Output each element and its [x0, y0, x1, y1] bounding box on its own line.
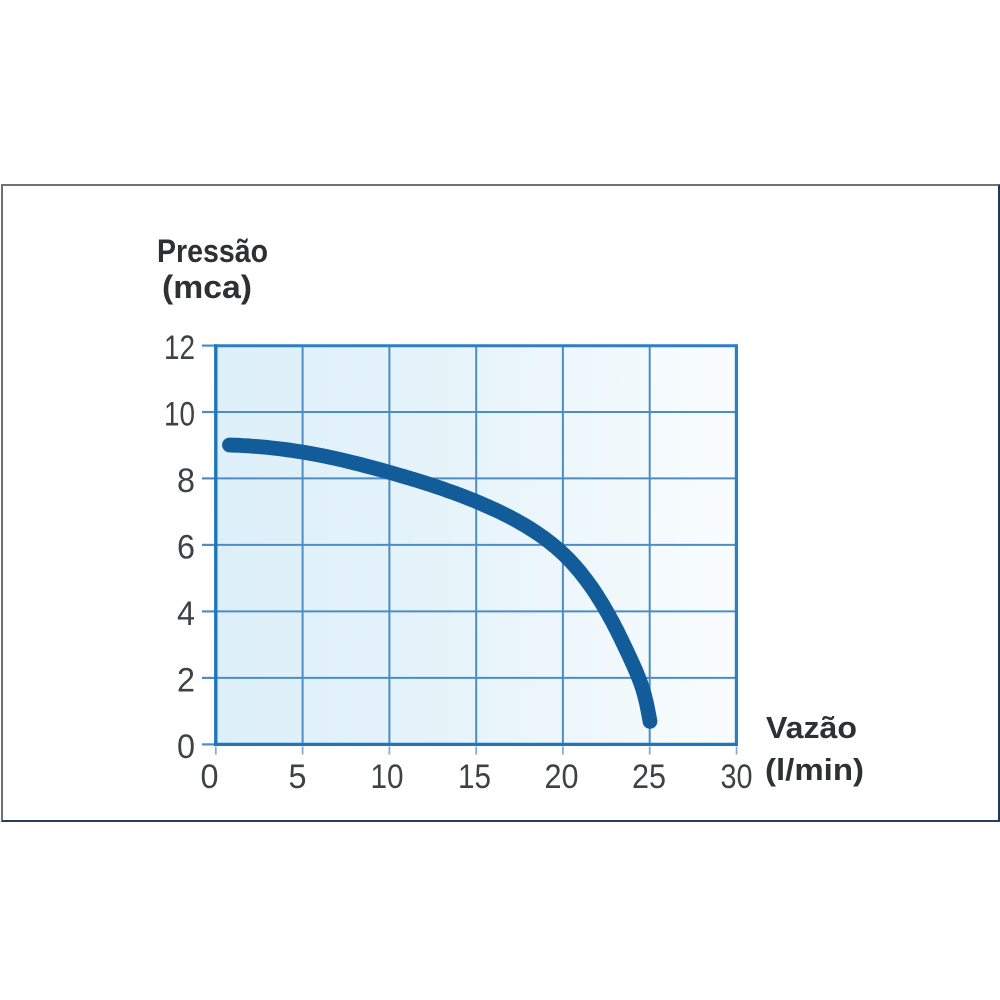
- svg-text:8: 8: [177, 462, 195, 500]
- svg-text:25: 25: [632, 758, 666, 796]
- svg-text:6: 6: [177, 528, 195, 566]
- svg-text:0: 0: [201, 758, 219, 796]
- svg-text:4: 4: [177, 595, 195, 633]
- svg-text:30: 30: [721, 758, 753, 796]
- svg-text:(l/min): (l/min): [765, 752, 864, 787]
- svg-text:12: 12: [164, 329, 195, 367]
- svg-text:2: 2: [177, 661, 195, 699]
- svg-text:15: 15: [458, 758, 491, 796]
- svg-text:0: 0: [177, 728, 195, 766]
- svg-text:10: 10: [164, 396, 195, 434]
- svg-text:10: 10: [371, 758, 404, 796]
- svg-text:(mca): (mca): [162, 269, 252, 305]
- svg-text:20: 20: [545, 758, 579, 796]
- svg-text:Vazão: Vazão: [766, 710, 857, 745]
- svg-text:Pressão: Pressão: [157, 233, 268, 269]
- svg-text:5: 5: [289, 758, 307, 796]
